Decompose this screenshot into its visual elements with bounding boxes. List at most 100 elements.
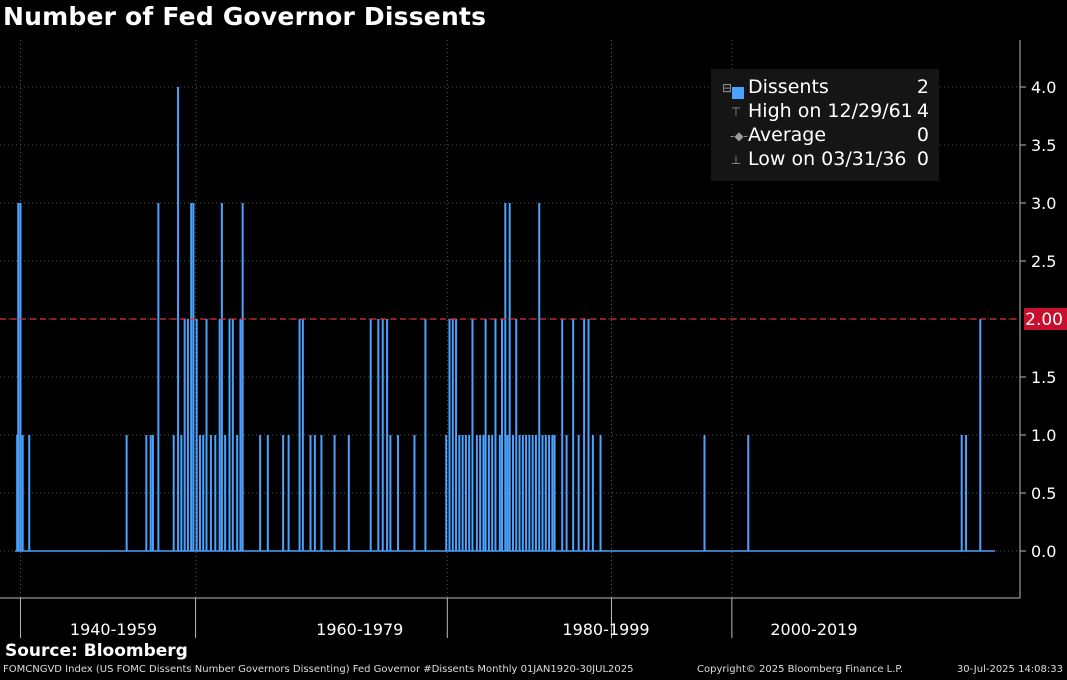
- legend-value: 4: [916, 100, 929, 122]
- bar: [282, 435, 285, 551]
- y-tick-label: 0.5: [1031, 484, 1056, 503]
- bar: [320, 435, 323, 551]
- bar: [125, 435, 128, 551]
- y-tick-label: 1.0: [1031, 426, 1056, 445]
- bar: [301, 319, 304, 551]
- bar: [347, 435, 350, 551]
- reference-label: 2.00: [1025, 310, 1063, 330]
- bar: [565, 435, 568, 551]
- bar: [468, 435, 471, 551]
- bar: [591, 435, 594, 551]
- bar: [149, 435, 152, 551]
- bar: [333, 435, 336, 551]
- bar: [202, 435, 205, 551]
- legend-label: Low on 03/31/36: [748, 148, 907, 170]
- bar: [17, 203, 20, 551]
- bar: [508, 203, 511, 551]
- bar: [461, 435, 464, 551]
- bar: [16, 435, 19, 551]
- bar: [501, 319, 504, 551]
- bar: [224, 435, 227, 551]
- legend-swatch: [732, 87, 744, 99]
- bar: [491, 435, 494, 551]
- bar: [220, 203, 223, 551]
- bar: [521, 435, 524, 551]
- x-tick-label: 1940-1959: [70, 620, 157, 639]
- bar: [534, 435, 537, 551]
- bar: [703, 435, 706, 551]
- legend-value: 0: [916, 124, 929, 146]
- bar: [518, 435, 521, 551]
- bar: [172, 435, 175, 551]
- bar: [209, 435, 212, 551]
- x-tick-label: 2000-2019: [770, 620, 857, 639]
- legend: ⊟ Dissents 2 ⊤ High on 12/29/61 4 -◆- Av…: [711, 69, 939, 181]
- bar: [266, 435, 269, 551]
- footer-copyright: Copyright© 2025 Bloomberg Finance L.P.: [697, 664, 904, 675]
- low-marker-icon: ⊥: [730, 153, 742, 167]
- y-axis-ticks: 0.0 0.5 1.0 1.5 2.5 3.0 3.5 4.0: [1020, 78, 1056, 561]
- legend-value: 2: [916, 76, 929, 98]
- bar: [538, 203, 541, 551]
- bar: [239, 319, 242, 551]
- y-tick-label: 1.5: [1031, 368, 1056, 387]
- y-tick-label: 3.0: [1031, 194, 1056, 213]
- bar: [205, 319, 208, 551]
- legend-item-dissents: ⊟ Dissents 2: [711, 76, 939, 100]
- bar: [504, 203, 507, 551]
- bar: [145, 435, 148, 551]
- bar: [448, 319, 451, 551]
- bar: [236, 435, 239, 551]
- bar: [424, 319, 427, 551]
- bar: [541, 435, 544, 551]
- chart-title: Number of Fed Governor Dissents: [3, 2, 487, 31]
- bar: [151, 435, 154, 551]
- bar: [482, 435, 485, 551]
- footer-timestamp: 30-Jul-2025 14:08:33: [956, 664, 1063, 675]
- y-tick-label: 3.5: [1031, 136, 1056, 155]
- high-marker-icon: ⊤: [730, 105, 742, 119]
- bar: [484, 319, 487, 551]
- bar: [525, 435, 528, 551]
- bar: [369, 319, 372, 551]
- bar: [389, 435, 392, 551]
- legend-value: 0: [916, 148, 929, 170]
- bar: [548, 435, 551, 551]
- source-label: Source: Bloomberg: [5, 641, 188, 661]
- x-tick-label: 1960-1979: [316, 620, 403, 639]
- bar: [583, 319, 586, 551]
- legend-label: Dissents: [748, 76, 829, 98]
- bar: [192, 203, 195, 551]
- legend-label: Average: [748, 124, 827, 146]
- bar: [381, 319, 384, 551]
- bar: [180, 435, 183, 551]
- bar: [511, 435, 514, 551]
- bar: [451, 319, 454, 551]
- legend-item-high: ⊤ High on 12/29/61 4: [711, 100, 939, 124]
- bar: [413, 435, 416, 551]
- average-marker-icon: -◆-: [730, 129, 748, 143]
- bar: [458, 435, 461, 551]
- bar: [498, 435, 501, 551]
- bar: [479, 435, 482, 551]
- bar: [445, 435, 448, 551]
- bar: [561, 319, 564, 551]
- bar: [231, 319, 234, 551]
- bar: [572, 319, 575, 551]
- bar: [471, 319, 474, 551]
- bar: [747, 435, 750, 551]
- bar: [21, 435, 24, 551]
- bar: [577, 435, 580, 551]
- bar: [455, 319, 458, 551]
- bar: [599, 435, 602, 551]
- bar: [960, 435, 963, 551]
- bar: [515, 319, 518, 551]
- bar: [494, 319, 497, 551]
- legend-collapse-icon[interactable]: ⊟: [721, 81, 733, 95]
- bar: [186, 319, 189, 551]
- bar: [241, 203, 244, 551]
- footer-description: FOMCNGVD Index (US FOMC Dissents Number …: [3, 664, 634, 675]
- bar: [386, 319, 389, 551]
- bar: [190, 203, 193, 551]
- bar: [198, 435, 201, 551]
